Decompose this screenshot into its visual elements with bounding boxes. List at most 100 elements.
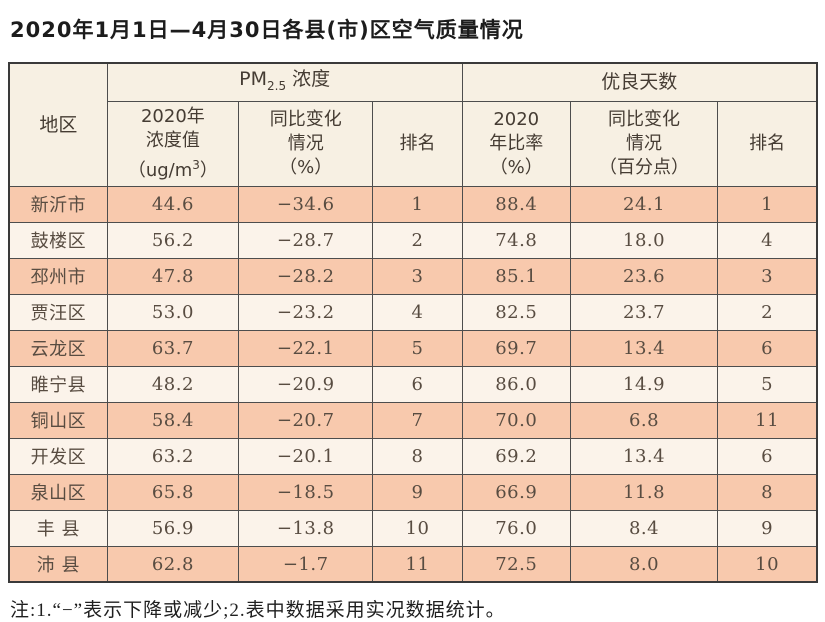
good-rank-cell: 8 — [717, 473, 818, 511]
good-ratio-cell: 74.8 — [461, 221, 571, 259]
table-row: 泉山区 65.8 −18.5 9 66.9 11.8 8 — [8, 473, 818, 511]
pm-rank-cell: 5 — [372, 329, 463, 367]
pm-change-cell: −20.7 — [238, 401, 374, 439]
pm-value-cell: 48.2 — [106, 365, 240, 403]
region-cell: 铜山区 — [8, 401, 108, 439]
region-cell: 新沂市 — [8, 185, 108, 223]
good-change-cell: 8.0 — [569, 545, 719, 583]
pm-change-cell: −28.7 — [238, 221, 374, 259]
pm-value-cell: 44.6 — [106, 185, 240, 223]
pm-change-cell: −20.9 — [238, 365, 374, 403]
good-rank-cell: 9 — [717, 509, 818, 547]
header-good-change: 同比变化 情况 （百分点） — [569, 100, 719, 187]
pm-value-cell: 53.0 — [106, 293, 240, 331]
table-row: 新沂市 44.6 −34.6 1 88.4 24.1 1 — [8, 185, 818, 223]
pm-change-cell: −1.7 — [238, 545, 374, 583]
good-ratio-cell: 69.7 — [461, 329, 571, 367]
region-cell: 云龙区 — [8, 329, 108, 367]
pm-rank-cell: 9 — [372, 473, 463, 511]
good-rank-cell: 3 — [717, 257, 818, 295]
pm-rank-cell: 8 — [372, 437, 463, 475]
region-cell: 贾汪区 — [8, 293, 108, 331]
pm-value-cell: 63.7 — [106, 329, 240, 367]
good-change-cell: 24.1 — [569, 185, 719, 223]
good-ratio-cell: 66.9 — [461, 473, 571, 511]
pm-value-cell: 65.8 — [106, 473, 240, 511]
region-cell: 丰 县 — [8, 509, 108, 547]
pm-label: PM — [239, 68, 268, 90]
region-cell: 睢宁县 — [8, 365, 108, 403]
pm-rank-cell: 2 — [372, 221, 463, 259]
good-rank-cell: 10 — [717, 545, 818, 583]
good-change-cell: 14.9 — [569, 365, 719, 403]
pm-rank-cell: 7 — [372, 401, 463, 439]
pm-value-cell: 63.2 — [106, 437, 240, 475]
table-row: 沛 县 62.8 −1.7 11 72.5 8.0 10 — [8, 545, 818, 583]
page-title: 2020年1月1日—4月30日各县(市)区空气质量情况 — [10, 18, 524, 42]
good-rank-cell: 4 — [717, 221, 818, 259]
good-change-cell: 13.4 — [569, 329, 719, 367]
header-good-rank: 排名 — [717, 100, 818, 187]
pm-subscript: 2.5 — [267, 78, 287, 93]
pm-rank-cell: 11 — [372, 545, 463, 583]
pm-value-cell: 56.2 — [106, 221, 240, 259]
good-ratio-cell: 76.0 — [461, 509, 571, 547]
pm-change-cell: −20.1 — [238, 437, 374, 475]
pm-value-cell: 47.8 — [106, 257, 240, 295]
header-group-pm25: PM2.5 浓度 — [106, 62, 463, 102]
table-row: 鼓楼区 56.2 −28.7 2 74.8 18.0 4 — [8, 221, 818, 259]
pm-value-cell: 58.4 — [106, 401, 240, 439]
good-rank-cell: 2 — [717, 293, 818, 331]
region-cell: 开发区 — [8, 437, 108, 475]
air-quality-table: 地区 PM2.5 浓度 优良天数 2020年 浓度值 （ug/m3） 同比变化 … — [8, 62, 818, 584]
good-ratio-cell: 72.5 — [461, 545, 571, 583]
region-cell: 鼓楼区 — [8, 221, 108, 259]
table-row: 睢宁县 48.2 −20.9 6 86.0 14.9 5 — [8, 365, 818, 403]
region-cell: 邳州市 — [8, 257, 108, 295]
good-change-cell: 23.7 — [569, 293, 719, 331]
good-rank-cell: 11 — [717, 401, 818, 439]
pm-change-cell: −28.2 — [238, 257, 374, 295]
good-change-cell: 6.8 — [569, 401, 719, 439]
pm-rank-cell: 1 — [372, 185, 463, 223]
table-row: 贾汪区 53.0 −23.2 4 82.5 23.7 2 — [8, 293, 818, 331]
good-rank-cell: 6 — [717, 329, 818, 367]
good-change-cell: 11.8 — [569, 473, 719, 511]
good-ratio-cell: 88.4 — [461, 185, 571, 223]
pm-change-cell: −22.1 — [238, 329, 374, 367]
pm-rank-cell: 4 — [372, 293, 463, 331]
header-pm-change: 同比变化 情况 （%） — [238, 100, 374, 187]
header-group-good-days: 优良天数 — [461, 62, 818, 102]
good-change-cell: 23.6 — [569, 257, 719, 295]
good-ratio-cell: 69.2 — [461, 437, 571, 475]
pm-change-cell: −23.2 — [238, 293, 374, 331]
pm-change-cell: −13.8 — [238, 509, 374, 547]
good-ratio-cell: 86.0 — [461, 365, 571, 403]
good-ratio-cell: 70.0 — [461, 401, 571, 439]
good-ratio-cell: 85.1 — [461, 257, 571, 295]
pm-value-cell: 56.9 — [106, 509, 240, 547]
table-header: 地区 PM2.5 浓度 优良天数 2020年 浓度值 （ug/m3） 同比变化 … — [8, 62, 818, 187]
good-rank-cell: 1 — [717, 185, 818, 223]
good-ratio-cell: 82.5 — [461, 293, 571, 331]
header-pm-value: 2020年 浓度值 （ug/m3） — [106, 100, 240, 187]
table-row: 邳州市 47.8 −28.2 3 85.1 23.6 3 — [8, 257, 818, 295]
good-rank-cell: 6 — [717, 437, 818, 475]
table-row: 开发区 63.2 −20.1 8 69.2 13.4 6 — [8, 437, 818, 475]
table-body: 新沂市 44.6 −34.6 1 88.4 24.1 1 鼓楼区 56.2 −2… — [8, 185, 818, 583]
pm-change-cell: −34.6 — [238, 185, 374, 223]
pm-concentration-label: 浓度 — [292, 68, 331, 90]
header-region: 地区 — [8, 62, 108, 187]
good-change-cell: 18.0 — [569, 221, 719, 259]
pm-rank-cell: 3 — [372, 257, 463, 295]
pm-rank-cell: 6 — [372, 365, 463, 403]
pm-value-cell: 62.8 — [106, 545, 240, 583]
table-row: 丰 县 56.9 −13.8 10 76.0 8.4 9 — [8, 509, 818, 547]
good-change-cell: 8.4 — [569, 509, 719, 547]
good-rank-cell: 5 — [717, 365, 818, 403]
region-cell: 泉山区 — [8, 473, 108, 511]
pm-rank-cell: 10 — [372, 509, 463, 547]
header-good-ratio: 2020 年比率 （%） — [461, 100, 571, 187]
region-cell: 沛 县 — [8, 545, 108, 583]
